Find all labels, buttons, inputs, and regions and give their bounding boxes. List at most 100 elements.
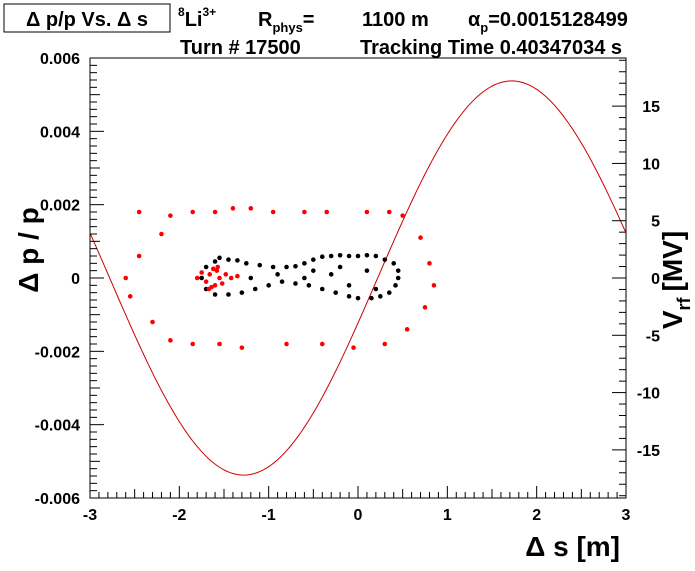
ion-label: 8Li3+ — [178, 5, 216, 31]
black-particle-point — [373, 253, 379, 259]
y-tick-label: 0.002 — [40, 198, 80, 215]
black-particle-point — [395, 268, 401, 273]
red-particle-point — [364, 209, 370, 215]
red-particle-point — [230, 206, 236, 211]
black-particle-point — [393, 283, 398, 288]
y2-tick-label: 15 — [642, 99, 660, 116]
red-particle-point — [136, 209, 142, 215]
black-particle-point — [382, 257, 388, 262]
rphys-subscript: phys — [272, 20, 302, 35]
x-tick-label: 2 — [532, 507, 541, 524]
red-particle-point — [319, 341, 325, 347]
red-particle-point — [386, 209, 392, 215]
ion-charge: 3+ — [202, 5, 216, 19]
vrf-curve-group — [89, 80, 627, 476]
black-particle-point — [346, 253, 352, 259]
alpha-value: =0.0015128499 — [488, 9, 628, 31]
black-particle-point — [284, 264, 289, 270]
black-particle-point — [369, 295, 374, 301]
x-axis-title: Δ s [m] — [525, 531, 620, 562]
y2-axis-subscript: rf — [674, 296, 694, 310]
y-tick-label: -0.004 — [35, 418, 80, 435]
black-particle-point — [239, 290, 245, 295]
black-particle-point — [257, 262, 263, 268]
black-particle-point — [212, 292, 218, 297]
red-particle-point — [400, 213, 405, 218]
red-particle-point — [210, 266, 216, 272]
red-particle-point — [203, 279, 209, 284]
axes-group: -3 -2 -1 0 1 2 3-0.006-0.004-0.00200.0020.0040… — [35, 51, 660, 524]
black-particle-point — [306, 283, 312, 288]
red-particle-point — [239, 345, 245, 350]
red-particle-point — [427, 261, 432, 266]
black-particle-point — [355, 295, 361, 301]
red-particle-point — [228, 275, 234, 281]
red-particle-point — [168, 213, 173, 218]
red-particle-point — [194, 275, 200, 281]
black-particle-point — [270, 264, 276, 270]
black-particle-point — [364, 252, 370, 258]
chart-title: Δ p/p Vs. Δ s — [26, 9, 148, 31]
x-tick-label: -2 — [172, 507, 186, 524]
title-box — [3, 3, 171, 33]
ion-symbol: Li — [185, 9, 203, 31]
alpha-subscript: p — [480, 20, 488, 35]
alpha-label: αp=0.0015128499 — [468, 9, 628, 35]
red-particle-point — [382, 341, 388, 347]
red-particle-point — [207, 272, 213, 277]
rphys-symbol: R — [258, 9, 273, 31]
red-particle-point — [159, 231, 164, 237]
x-tick-label: -1 — [262, 507, 276, 524]
red-particle-point — [150, 319, 155, 325]
black-particle-point — [212, 259, 218, 264]
black-particle-point — [302, 261, 307, 266]
black-particle-point — [346, 294, 352, 299]
black-particle-point — [355, 253, 361, 259]
red-particle-point — [351, 345, 356, 350]
black-particle-point — [311, 257, 316, 262]
black-particle-point — [328, 253, 334, 259]
red-particle-point — [235, 273, 240, 279]
red-particle-point — [190, 209, 196, 215]
red-particle-point — [199, 270, 204, 275]
y2-axis-symbol: V — [657, 310, 688, 329]
red-particle-point — [123, 275, 129, 281]
y2-tick-label: -15 — [637, 443, 660, 460]
black-particle-point — [199, 275, 204, 281]
black-particle-point — [244, 261, 249, 266]
black-particle-point — [373, 286, 379, 292]
black-particle-point — [337, 252, 343, 258]
red-particle-point — [248, 206, 254, 211]
y-axis-title: Δ p / p — [13, 207, 44, 292]
y2-axis-unit: [MV] — [657, 231, 688, 292]
red-particle-point — [302, 209, 307, 215]
black-particle-point — [378, 294, 383, 299]
y2-tick-label: 10 — [642, 156, 660, 173]
turn-label: Turn # 17500 — [180, 37, 301, 59]
x-tick-label: 1 — [443, 507, 452, 524]
black-particle-point — [311, 268, 316, 273]
y-tick-label: -0.002 — [35, 344, 80, 361]
black-particle-point — [248, 275, 254, 281]
black-particle-point — [266, 283, 271, 288]
red-particle-point — [212, 209, 218, 215]
black-particle-point — [293, 263, 298, 269]
ion-mass: 8 — [178, 5, 185, 19]
y2-tick-label: -5 — [646, 328, 660, 345]
red-particle-point — [212, 283, 218, 288]
rphys-value: 1100 m — [362, 9, 429, 31]
x-tick-label: -3 — [83, 507, 97, 524]
y2-tick-label: -10 — [637, 386, 660, 403]
black-particle-point — [302, 275, 307, 281]
alpha-symbol: α — [468, 9, 481, 31]
black-particle-point — [279, 279, 285, 284]
black-particle-point — [226, 292, 231, 297]
red-particle-point — [431, 283, 437, 288]
black-particle-point — [333, 290, 338, 295]
black-particles-group — [199, 252, 401, 301]
black-particle-point — [328, 272, 334, 277]
red-particle-point — [214, 268, 220, 273]
red-particle-point — [206, 286, 212, 292]
y2-tick-label: 5 — [651, 214, 660, 231]
black-particle-point — [235, 258, 240, 263]
